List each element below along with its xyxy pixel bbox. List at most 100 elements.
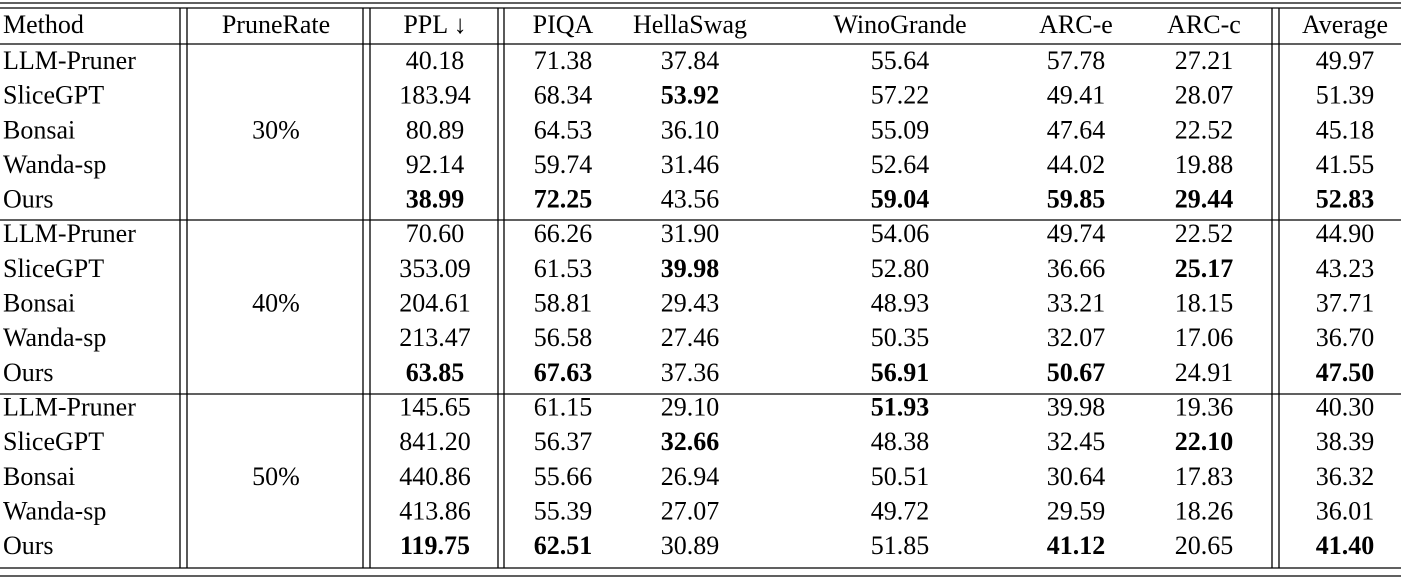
table-cell: 32.07	[1047, 323, 1106, 352]
table-cell: 55.09	[871, 115, 930, 144]
table-cell: 32.66	[661, 427, 720, 456]
table-cell: 38.39	[1316, 427, 1375, 456]
table-cell: 51.93	[871, 392, 930, 421]
table-cell: 51.39	[1316, 81, 1375, 110]
table-cell: 57.22	[871, 81, 930, 110]
table-cell: 48.93	[871, 289, 930, 318]
method-name: Ours	[3, 358, 54, 387]
column-header: PPL ↓	[403, 10, 466, 39]
table-cell: 213.47	[399, 323, 471, 352]
table-cell: 41.55	[1316, 150, 1375, 179]
table-cell: 49.72	[871, 496, 930, 525]
table-cell: 59.04	[871, 185, 930, 214]
table-cell: 36.32	[1316, 462, 1375, 491]
table-cell: 29.59	[1047, 496, 1106, 525]
table-cell: 30.64	[1047, 462, 1106, 491]
table-cell: 63.85	[406, 358, 465, 387]
table-cell: 22.10	[1175, 427, 1234, 456]
table-cell: 33.21	[1047, 289, 1106, 318]
table-cell: 841.20	[399, 427, 471, 456]
table-cell: 18.15	[1175, 289, 1234, 318]
table-cell: 43.23	[1316, 254, 1375, 283]
method-name: Ours	[3, 531, 54, 560]
table-cell: 27.21	[1175, 46, 1234, 75]
table-cell: 40.18	[406, 46, 465, 75]
table-cell: 24.91	[1175, 358, 1234, 387]
table-cell: 49.41	[1047, 81, 1106, 110]
table-cell: 36.10	[661, 115, 720, 144]
table-cell: 50.67	[1047, 358, 1106, 387]
table-cell: 56.58	[534, 323, 593, 352]
table-cell: 66.26	[534, 219, 593, 248]
method-name: Ours	[3, 185, 54, 214]
table-cell: 49.97	[1316, 46, 1375, 75]
prune-rate: 30%	[252, 115, 300, 144]
table-cell: 55.39	[534, 496, 593, 525]
table-cell: 17.06	[1175, 323, 1234, 352]
table-cell: 51.85	[871, 531, 930, 560]
table-cell: 52.83	[1316, 185, 1375, 214]
table-cell: 204.61	[399, 289, 471, 318]
table-cell: 145.65	[399, 392, 471, 421]
table-cell: 50.35	[871, 323, 930, 352]
table-cell: 47.50	[1316, 358, 1375, 387]
table-cell: 61.53	[534, 254, 593, 283]
table-cell: 119.75	[400, 531, 470, 560]
table-cell: 59.85	[1047, 185, 1106, 214]
table-cell: 71.38	[534, 46, 593, 75]
table-cell: 22.52	[1175, 115, 1234, 144]
table-cell: 62.51	[534, 531, 593, 560]
column-header: HellaSwag	[633, 10, 747, 39]
method-name: Wanda-sp	[3, 150, 106, 179]
table-cell: 37.71	[1316, 289, 1375, 318]
table-cell: 31.90	[661, 219, 720, 248]
table-cell: 67.63	[534, 358, 593, 387]
prune-rate: 40%	[252, 289, 300, 318]
table-cell: 44.02	[1047, 150, 1106, 179]
table-cell: 72.25	[534, 185, 593, 214]
method-name: SliceGPT	[3, 254, 104, 283]
table-cell: 52.80	[871, 254, 930, 283]
table-cell: 70.60	[406, 219, 465, 248]
table-cell: 36.66	[1047, 254, 1106, 283]
method-name: Wanda-sp	[3, 323, 106, 352]
table-cell: 80.89	[406, 115, 465, 144]
table-cell: 64.53	[534, 115, 593, 144]
table-cell: 27.07	[661, 496, 720, 525]
table-cell: 37.84	[661, 46, 720, 75]
prune-rate: 50%	[252, 462, 300, 491]
table-cell: 41.40	[1316, 531, 1375, 560]
table-cell: 25.17	[1175, 254, 1234, 283]
table-cell: 31.46	[661, 150, 720, 179]
column-header: Method	[3, 10, 84, 39]
method-name: LLM-Pruner	[3, 219, 136, 248]
table-cell: 61.15	[534, 392, 593, 421]
method-name: LLM-Pruner	[3, 46, 136, 75]
table-cell: 183.94	[399, 81, 471, 110]
table-cell: 49.74	[1047, 219, 1106, 248]
table-cell: 68.34	[534, 81, 593, 110]
method-name: SliceGPT	[3, 427, 104, 456]
method-name: Bonsai	[3, 289, 75, 318]
table-cell: 28.07	[1175, 81, 1234, 110]
table-cell: 44.90	[1316, 219, 1375, 248]
table-cell: 29.43	[661, 289, 720, 318]
table-cell: 36.01	[1316, 496, 1375, 525]
column-header: ARC-e	[1039, 10, 1113, 39]
table-cell: 53.92	[661, 81, 720, 110]
method-name: Wanda-sp	[3, 496, 106, 525]
method-name: Bonsai	[3, 462, 75, 491]
table-cell: 92.14	[406, 150, 465, 179]
column-header: Average	[1302, 10, 1388, 39]
column-header: ARC-c	[1167, 10, 1241, 39]
table-cell: 56.37	[534, 427, 593, 456]
table-cell: 29.10	[661, 392, 720, 421]
table-cell: 353.09	[399, 254, 471, 283]
table-cell: 54.06	[871, 219, 930, 248]
table-cell: 20.65	[1175, 531, 1234, 560]
column-header: PIQA	[533, 10, 594, 39]
table-cell: 58.81	[534, 289, 593, 318]
table-cell: 36.70	[1316, 323, 1375, 352]
column-header: PruneRate	[222, 10, 330, 39]
